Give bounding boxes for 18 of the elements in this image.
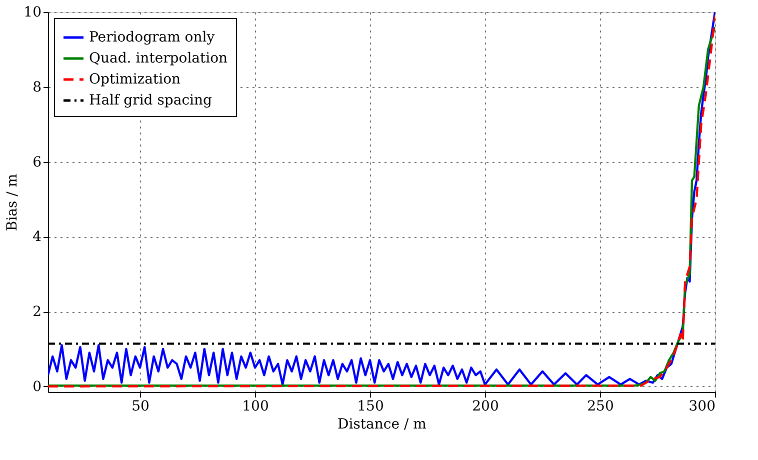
- y-tick-label: 10: [24, 4, 42, 20]
- y-tick-label: 6: [32, 154, 42, 170]
- legend-label: Periodogram only: [89, 30, 215, 46]
- y-tick-label: 4: [32, 229, 42, 246]
- x-tick-label: 150: [357, 398, 384, 414]
- x-tick-label: 200: [472, 398, 499, 414]
- y-axis-title: Bias / m: [4, 174, 21, 232]
- y-tick-label: 2: [32, 304, 42, 320]
- legend-label: Half grid spacing: [89, 92, 212, 108]
- x-axis-title: Distance / m: [338, 416, 426, 432]
- y-tick-label: 0: [32, 378, 42, 395]
- legend-label: Quad. interpolation: [89, 50, 228, 66]
- x-tick-label: 300: [688, 398, 716, 414]
- y-tick-label: 8: [32, 79, 42, 96]
- x-tick-label: 50: [132, 398, 150, 414]
- x-tick-label: 100: [242, 398, 269, 414]
- x-tick-label: 250: [587, 398, 614, 414]
- legend-label: Optimization: [89, 72, 181, 88]
